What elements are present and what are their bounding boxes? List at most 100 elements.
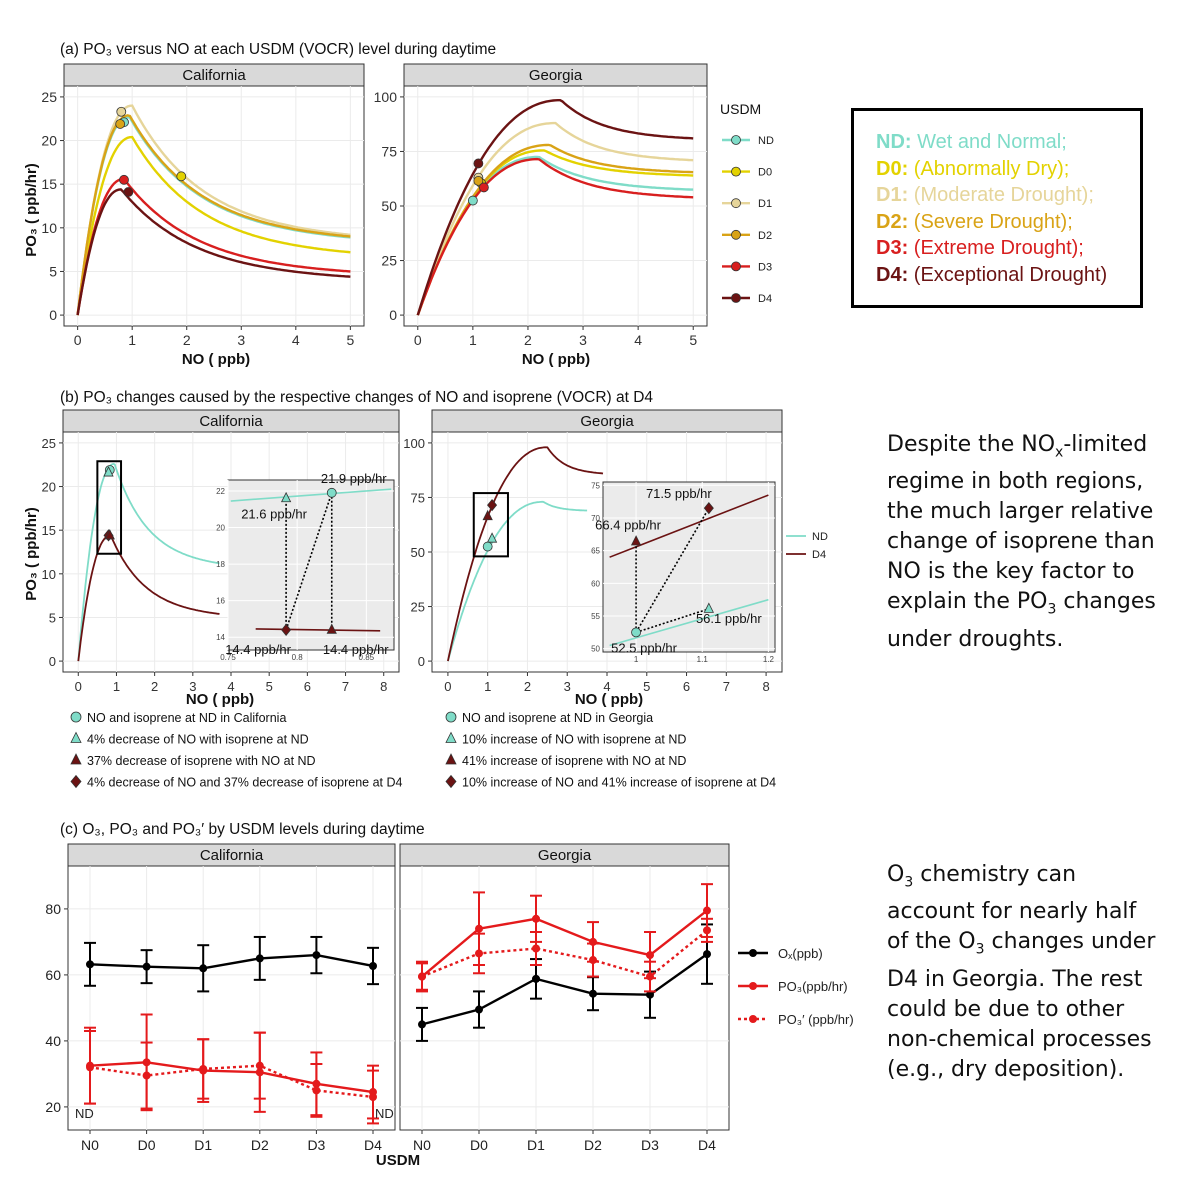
usdm-legend-row: ND: Wet and Normal; — [876, 129, 1140, 156]
series-point — [418, 1020, 426, 1029]
legend-label-D3: D3 — [758, 261, 772, 273]
tick-label-x: 5 — [266, 679, 273, 694]
tick-label-y: 0 — [389, 307, 397, 323]
inset-marker — [631, 627, 641, 638]
tick-label-y: 0 — [418, 654, 425, 669]
tick-label-y: 75 — [411, 490, 425, 505]
series-marker-D2 — [115, 119, 126, 129]
tick-label-x: 3 — [579, 332, 587, 348]
tick-label-y: 15 — [41, 176, 57, 192]
legend-label-D1: D1 — [758, 198, 772, 210]
series-point — [703, 950, 711, 959]
plot-area — [67, 865, 396, 1131]
series-marker-D3 — [478, 182, 489, 193]
category-label: D4 — [364, 1137, 382, 1153]
main-marker — [104, 529, 115, 540]
note-marker — [70, 731, 82, 743]
series-point — [646, 951, 654, 960]
note-text: 4% decrease of NO and 37% decrease of is… — [87, 776, 403, 790]
series-point — [418, 972, 426, 981]
legend-marker-D0 — [731, 166, 741, 177]
note-marker — [445, 753, 457, 765]
series-line-D2 — [76, 114, 351, 316]
series-line-D2 — [416, 143, 694, 316]
inset-line-D4 — [255, 628, 381, 632]
series-point — [475, 1005, 483, 1014]
series-marker-D0 — [176, 171, 187, 182]
series-point — [475, 949, 483, 958]
note-marker — [445, 731, 457, 743]
tick-label-x: 2 — [183, 332, 191, 348]
tick-label-y: 5 — [49, 263, 57, 279]
inset-value-label: 66.4 ppb/hr — [595, 518, 661, 533]
tick-label-y: 5 — [49, 610, 56, 625]
inset-marker — [630, 535, 642, 546]
series-point — [703, 926, 711, 935]
note-marker — [445, 711, 457, 723]
tick-label-x: 5 — [346, 332, 354, 348]
tick-label-y: 0 — [49, 654, 56, 669]
tick-label-x: 1 — [484, 679, 491, 694]
inset-tick-y: 18 — [216, 560, 225, 569]
tick-label-x: 7 — [723, 679, 730, 694]
tick-label-x: 0 — [444, 679, 451, 694]
series-line-D3 — [416, 157, 694, 316]
tick-label-y: 0 — [49, 307, 57, 323]
tick-label-y: 10 — [42, 567, 56, 582]
tick-label-y: 100 — [374, 89, 398, 105]
legend-marker-D1 — [731, 198, 741, 209]
inset-tick-y: 65 — [591, 547, 600, 556]
category-label: D2 — [251, 1137, 269, 1153]
inset-tick-x: 1.2 — [763, 655, 775, 664]
tick-label-y: 40 — [45, 1033, 61, 1049]
series-marker-D3 — [119, 174, 129, 185]
legend-marker-D4 — [731, 293, 741, 303]
inset-tick-y: 55 — [591, 612, 600, 621]
inset-tick-x: 0.75 — [220, 653, 236, 662]
tick-label-x: 3 — [189, 679, 196, 694]
main-marker — [482, 509, 493, 521]
tick-label-x: 1 — [113, 679, 120, 694]
legend-marker-D3 — [731, 261, 741, 272]
series-point — [475, 924, 483, 933]
tick-label-x: 5 — [689, 332, 697, 348]
tick-label-y: 15 — [42, 523, 56, 538]
facet-label: California — [199, 413, 263, 430]
tick-label-x: 1 — [128, 332, 136, 348]
panel-a-xlabel-ga: NO ( ppb) — [522, 351, 590, 368]
inset-marker — [703, 602, 714, 613]
nd-label-right: ND — [375, 1106, 394, 1121]
tick-label-y: 25 — [411, 600, 425, 615]
category-label: D1 — [527, 1137, 545, 1153]
facet-label: Georgia — [580, 413, 634, 430]
inset-tick-y: 75 — [591, 481, 600, 490]
tick-label-y: 20 — [45, 1099, 61, 1115]
series-marker-D1 — [116, 106, 127, 117]
panel-c-title: (c) O₃, PO₃ and PO₃′ by USDM levels duri… — [60, 821, 425, 838]
series-line-D4 — [77, 534, 220, 662]
series-line-D4 — [76, 188, 351, 316]
usdm-legend-desc: (Abnormally Dry); — [908, 157, 1070, 180]
tick-label-y: 25 — [42, 436, 56, 451]
plot-area — [399, 865, 730, 1131]
series-point — [255, 1061, 264, 1070]
tick-label-x: 2 — [151, 679, 158, 694]
series-line-ND — [447, 500, 588, 662]
tick-label-y: 20 — [42, 480, 56, 495]
series-marker-D4 — [123, 187, 134, 197]
usdm-legend-code: D1: — [876, 184, 909, 206]
note-marker — [70, 711, 82, 723]
usdm-legend-code: D4: — [876, 263, 909, 286]
inset-marker — [280, 491, 292, 503]
facet-label: California — [182, 67, 246, 84]
series-marker-D4 — [473, 158, 484, 169]
tick-label-x: 8 — [380, 679, 387, 694]
series-marker-ND — [467, 195, 478, 206]
panel-b-georgia: Georgia 0 1 2 3 4 5 6 7 8 0 25 50 75 100 1 1.1 1.2 50 55 60 6… — [403, 409, 783, 694]
inset-value-label: 71.5 ppb/hr — [646, 486, 712, 501]
facet-label: Georgia — [529, 67, 583, 84]
legend-b-label-D4: D4 — [812, 549, 826, 561]
panel-b-title: (b) PO₃ changes caused by the respective… — [60, 389, 653, 406]
